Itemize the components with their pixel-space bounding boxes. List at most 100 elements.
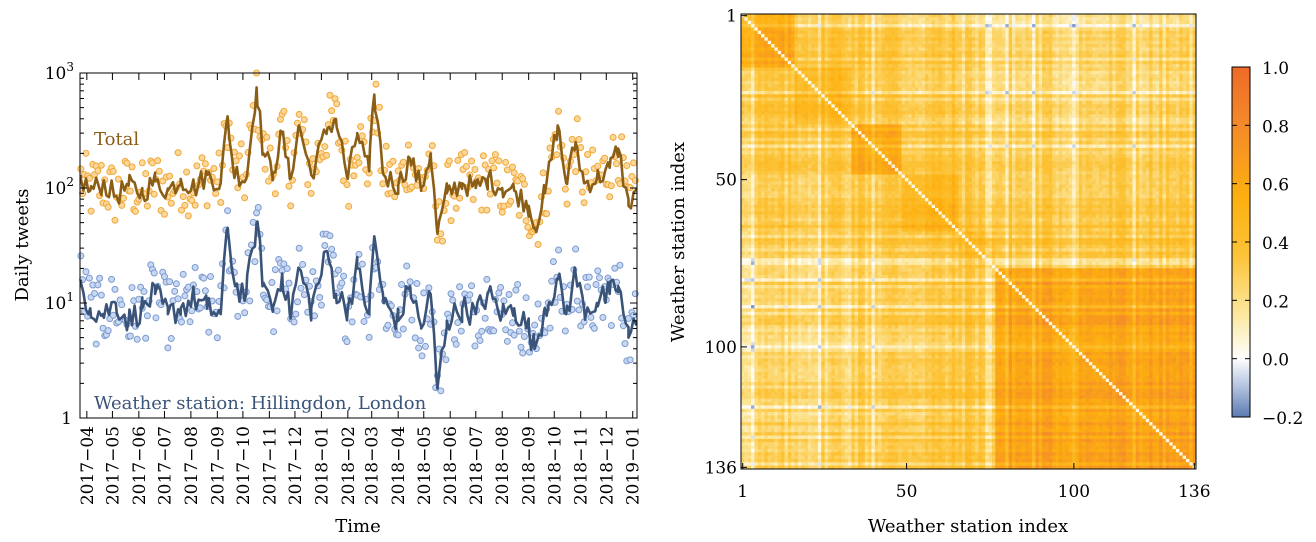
heatmap-cell bbox=[838, 34, 842, 38]
heatmap-cell bbox=[838, 94, 842, 98]
heatmap-cell bbox=[798, 101, 802, 105]
heatmap-cell bbox=[1082, 101, 1086, 105]
heatmap-cell bbox=[999, 31, 1003, 35]
heatmap-cell bbox=[965, 21, 969, 25]
heatmap-cell bbox=[1069, 74, 1073, 78]
heatmap-cell bbox=[1159, 34, 1163, 38]
heatmap-cell bbox=[855, 111, 859, 115]
heatmap-cell bbox=[1119, 64, 1123, 68]
heatmap-cell bbox=[948, 114, 952, 118]
heatmap-cell bbox=[1129, 57, 1133, 61]
heatmap-cell bbox=[969, 68, 973, 72]
heatmap-cell bbox=[1109, 31, 1113, 35]
heatmap-cell bbox=[871, 94, 875, 98]
data-point bbox=[267, 145, 273, 151]
heatmap-cell bbox=[969, 21, 973, 25]
heatmap-cell bbox=[952, 91, 956, 95]
heatmap-cell bbox=[1189, 94, 1193, 98]
heatmap-cell bbox=[1139, 104, 1143, 108]
heatmap-cell bbox=[1183, 17, 1187, 21]
heatmap-cell bbox=[828, 34, 832, 38]
heatmap-cell bbox=[1035, 104, 1039, 108]
heatmap-cell bbox=[958, 64, 962, 68]
heatmap-cell bbox=[1019, 104, 1023, 108]
heatmap-cell bbox=[1032, 114, 1036, 118]
heatmap-cell bbox=[1106, 41, 1110, 45]
data-point bbox=[293, 311, 299, 317]
heatmap-cell bbox=[1066, 64, 1070, 68]
data-point bbox=[322, 144, 328, 150]
heatmap-cell bbox=[741, 31, 745, 35]
heatmap-cell bbox=[1139, 64, 1143, 68]
heatmap-cell bbox=[1119, 47, 1123, 51]
heatmap-cell bbox=[948, 88, 952, 92]
heatmap-cell bbox=[1139, 88, 1143, 92]
heatmap-cell bbox=[942, 14, 946, 18]
heatmap-cell bbox=[1102, 91, 1106, 95]
heatmap-cell bbox=[1025, 14, 1029, 18]
heatmap-cell bbox=[1163, 34, 1167, 38]
heatmap-cell bbox=[771, 21, 775, 25]
data-point bbox=[359, 133, 365, 139]
data-point bbox=[180, 194, 186, 200]
heatmap-cell bbox=[912, 21, 916, 25]
heatmap-cell bbox=[798, 44, 802, 48]
heatmap-cell bbox=[825, 104, 829, 108]
heatmap-cell bbox=[1086, 81, 1090, 85]
heatmap-cell bbox=[955, 51, 959, 55]
heatmap-cell bbox=[1066, 81, 1070, 85]
heatmap-cell bbox=[1126, 91, 1130, 95]
heatmap-cell bbox=[1089, 17, 1093, 21]
heatmap-cell bbox=[768, 68, 772, 72]
heatmap-cell bbox=[1059, 57, 1063, 61]
data-point bbox=[329, 246, 335, 252]
heatmap-cell bbox=[1132, 44, 1136, 48]
heatmap-cell bbox=[851, 31, 855, 35]
heatmap-cell bbox=[908, 57, 912, 61]
heatmap-cell bbox=[1022, 114, 1026, 118]
heatmap-cell bbox=[1069, 84, 1073, 88]
heatmap-cell bbox=[1109, 61, 1113, 65]
heatmap-cell bbox=[778, 44, 782, 48]
heatmap-cell bbox=[1156, 27, 1160, 31]
heatmap-cell bbox=[744, 31, 748, 35]
heatmap-cell bbox=[882, 17, 886, 21]
heatmap-cell bbox=[1076, 37, 1080, 41]
heatmap-cell bbox=[995, 64, 999, 68]
heatmap-cell bbox=[1126, 71, 1130, 75]
heatmap-cell bbox=[892, 104, 896, 108]
heatmap-cell bbox=[805, 91, 809, 95]
heatmap-cell bbox=[771, 101, 775, 105]
heatmap-cell bbox=[875, 98, 879, 102]
heatmap-cell bbox=[1092, 81, 1096, 85]
heatmap-cell bbox=[972, 51, 976, 55]
heatmap-cell bbox=[1042, 47, 1046, 51]
heatmap-cell bbox=[945, 17, 949, 21]
heatmap-cell bbox=[955, 114, 959, 118]
heatmap-cell bbox=[1079, 17, 1083, 21]
data-point bbox=[143, 335, 149, 341]
heatmap-cell bbox=[751, 37, 755, 41]
heatmap-cell bbox=[774, 84, 778, 88]
heatmap-cell bbox=[818, 14, 822, 18]
heatmap-cell bbox=[972, 54, 976, 58]
heatmap-cell bbox=[808, 31, 812, 35]
heatmap-cell bbox=[1022, 64, 1026, 68]
heatmap-cell bbox=[875, 44, 879, 48]
heatmap-cell bbox=[1149, 98, 1153, 102]
heatmap-cell bbox=[798, 27, 802, 31]
heatmap-cell bbox=[1005, 24, 1009, 28]
heatmap-cell bbox=[744, 81, 748, 85]
heatmap-cell bbox=[788, 98, 792, 102]
heatmap-cell bbox=[1163, 41, 1167, 45]
heatmap-cell bbox=[808, 51, 812, 55]
heatmap-cell bbox=[1089, 34, 1093, 38]
heatmap-cell bbox=[1183, 101, 1187, 105]
heatmap-cell bbox=[952, 44, 956, 48]
heatmap-cell bbox=[1025, 27, 1029, 31]
heatmap-cell bbox=[982, 54, 986, 58]
heatmap-cell bbox=[925, 104, 929, 108]
heatmap-cell bbox=[758, 61, 762, 65]
heatmap-cell bbox=[915, 98, 919, 102]
heatmap-cell bbox=[1169, 54, 1173, 58]
